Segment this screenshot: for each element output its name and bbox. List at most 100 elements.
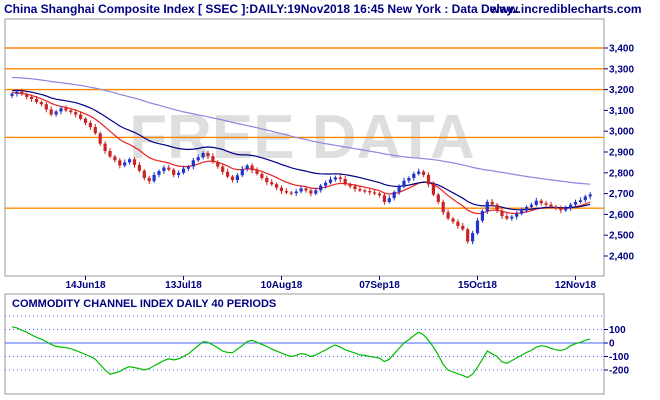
candle-body: [79, 114, 83, 119]
candle-body: [167, 167, 171, 170]
candle: [289, 190, 293, 196]
candle-body: [309, 190, 313, 194]
candle-body: [524, 206, 529, 211]
candle-body: [240, 169, 244, 176]
candle: [475, 217, 480, 235]
candle: [500, 208, 504, 219]
candle: [564, 205, 568, 212]
x-tick-label-3: 07Sep18: [359, 280, 400, 291]
chart-title: China Shanghai Composite Index [ SSEC ]:…: [4, 2, 519, 16]
candle-body: [392, 191, 396, 199]
candle: [456, 219, 460, 229]
candle: [324, 180, 328, 189]
candle: [309, 188, 313, 197]
x-tick-label-1: 13Jul18: [165, 280, 202, 291]
candle-body: [436, 194, 440, 202]
candle-body: [54, 111, 58, 115]
candle: [520, 207, 524, 216]
cci-panel: COMMODITY CHANNEL INDEX DAILY 40 PERIODS…: [4, 293, 629, 395]
candle: [235, 173, 239, 183]
candle-body: [177, 172, 181, 175]
candle-body: [539, 200, 543, 204]
candle-body: [387, 198, 391, 202]
candle: [206, 150, 210, 160]
candle-body: [49, 109, 53, 115]
candle: [250, 163, 254, 174]
candle: [554, 204, 558, 211]
candle-body: [20, 91, 24, 95]
candle: [319, 184, 323, 193]
candle-body: [211, 156, 215, 162]
candle-body: [128, 159, 132, 163]
candle-body: [505, 216, 509, 219]
cci-title: COMMODITY CHANNEL INDEX DAILY 40 PERIODS: [12, 298, 276, 310]
price-y-tick-label-4: 3,000: [609, 127, 634, 138]
candle: [191, 158, 195, 170]
candle: [294, 189, 298, 197]
candle-body: [471, 233, 475, 242]
candle-body: [510, 216, 514, 219]
candle-body: [132, 159, 137, 165]
candle-body: [216, 162, 220, 167]
candle-body: [137, 164, 141, 171]
candle: [402, 177, 406, 189]
candle-body: [333, 177, 337, 180]
candle: [83, 117, 88, 126]
candle: [30, 94, 34, 102]
candle-body: [456, 221, 460, 226]
candle-body: [294, 191, 298, 194]
site-link[interactable]: www.incrediblecharts.com: [489, 2, 642, 16]
candle-body: [30, 96, 34, 99]
candle-body: [588, 194, 592, 197]
candle: [446, 209, 450, 221]
candle: [137, 162, 141, 173]
candle-body: [480, 211, 484, 221]
candle: [54, 109, 58, 117]
candle: [186, 164, 190, 171]
candle-body: [74, 112, 78, 115]
candle-body: [34, 99, 39, 103]
candle-body: [573, 201, 578, 205]
candle: [98, 131, 102, 146]
cci-y-tick-label-2: -100: [609, 352, 629, 363]
candle: [39, 100, 43, 107]
candle: [407, 176, 411, 183]
candle: [544, 200, 548, 208]
candle-body: [270, 182, 274, 185]
candle: [358, 186, 362, 193]
candle: [132, 157, 137, 168]
candle: [64, 105, 68, 113]
candle: [10, 92, 14, 99]
price-panel-frame: [4, 18, 605, 277]
price-y-tick-label-7: 2,700: [609, 189, 634, 200]
candle-body: [275, 184, 279, 188]
candle: [368, 188, 372, 196]
candle-body: [123, 162, 127, 166]
candle: [583, 194, 587, 203]
candle: [569, 203, 573, 211]
candle-body: [93, 127, 97, 134]
candle: [59, 106, 63, 115]
candle: [172, 168, 176, 178]
candle: [353, 184, 357, 192]
candle-body: [348, 184, 352, 187]
candle-body: [417, 171, 421, 174]
candle-body: [529, 204, 533, 207]
candle: [373, 189, 377, 196]
candle-body: [250, 165, 254, 171]
candle-body: [373, 192, 377, 194]
candle-body: [230, 176, 235, 180]
candle-body: [475, 220, 480, 234]
candle: [201, 151, 205, 160]
candle-body: [412, 173, 416, 178]
candle-body: [583, 196, 587, 201]
candle: [534, 197, 538, 207]
candle-body: [407, 178, 411, 181]
candle-body: [446, 212, 450, 219]
candle-body: [113, 156, 117, 161]
candle-body: [564, 208, 568, 211]
slow-moving-average-line: [11, 76, 591, 185]
candle: [118, 158, 122, 169]
candle: [270, 179, 274, 186]
